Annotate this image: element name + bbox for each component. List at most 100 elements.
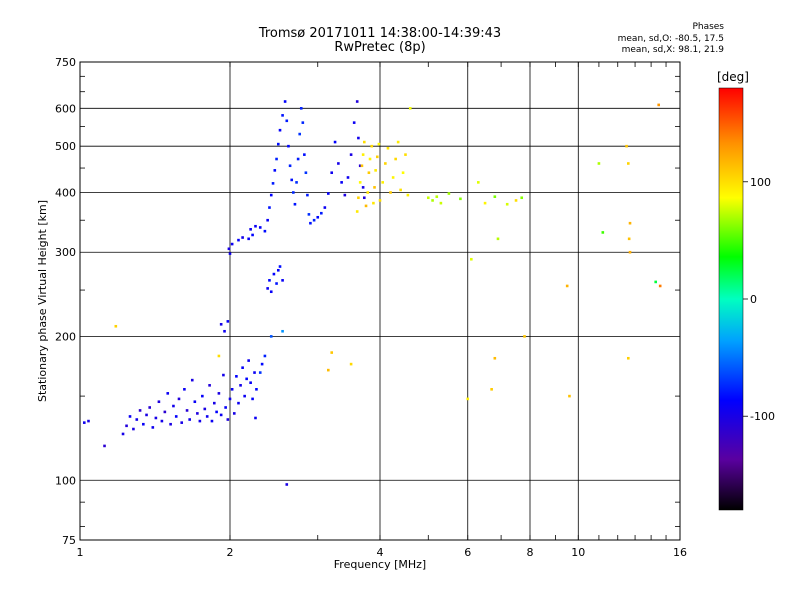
echo-point <box>358 181 362 184</box>
echo-point <box>185 409 189 412</box>
echo-point <box>114 324 118 328</box>
echo-point <box>654 280 657 284</box>
echo-point <box>172 404 175 408</box>
echo-point <box>272 272 276 276</box>
echo-point <box>258 226 262 229</box>
echo-point <box>431 199 434 202</box>
y-tick-label: 100 <box>55 474 76 487</box>
echo-point <box>227 247 231 251</box>
echo-point <box>378 199 382 202</box>
echo-point <box>142 422 145 426</box>
echo-point <box>219 322 223 326</box>
echo-point <box>275 157 278 161</box>
y-tick-label: 600 <box>55 102 76 115</box>
echo-point <box>327 192 330 195</box>
echo-point <box>266 218 269 222</box>
echo-point <box>215 410 218 414</box>
echo-point <box>198 419 202 423</box>
y-tick-label: 75 <box>62 534 76 547</box>
echo-point <box>389 191 392 194</box>
echo-point <box>312 218 316 222</box>
echo-point <box>287 144 290 148</box>
echo-point <box>245 377 248 381</box>
echo-point <box>466 397 470 401</box>
echo-point <box>404 153 407 156</box>
echo-point <box>260 362 264 366</box>
x-tick-label: 6 <box>464 546 471 559</box>
echo-point <box>228 252 232 255</box>
echo-point <box>301 121 305 124</box>
y-tick-label: 200 <box>55 330 76 343</box>
echo-point <box>352 121 356 124</box>
echo-point <box>490 388 493 391</box>
echo-point <box>627 162 630 165</box>
echo-point <box>372 201 375 205</box>
echo-point <box>343 193 347 197</box>
echo-point <box>128 415 132 418</box>
echo-point <box>493 195 497 198</box>
echo-point <box>355 100 359 103</box>
echo-point <box>292 191 295 194</box>
echo-point <box>251 233 254 237</box>
y-axis-label: Stationary phase Virtual Height [km] <box>36 200 49 402</box>
echo-point <box>269 290 273 294</box>
echo-point <box>160 419 164 423</box>
y-tick-label: 300 <box>55 246 76 259</box>
echo-point <box>366 191 370 194</box>
x-tick-label: 16 <box>673 546 687 559</box>
echo-point <box>103 444 106 448</box>
echo-point <box>268 279 271 282</box>
echo-point <box>230 242 234 246</box>
echo-point <box>219 413 223 417</box>
echo-point <box>439 201 443 205</box>
echo-point <box>399 188 402 192</box>
echo-point <box>125 424 128 428</box>
echo-point <box>523 335 526 338</box>
echo-point <box>166 392 170 395</box>
echo-point <box>349 153 353 156</box>
echo-point <box>135 418 139 421</box>
echo-point <box>203 407 207 411</box>
echo-point <box>309 221 312 225</box>
y-tick-label: 400 <box>55 186 76 199</box>
echo-point <box>375 155 379 159</box>
echo-point <box>370 144 374 148</box>
echo-point <box>320 211 323 215</box>
echo-point <box>228 397 232 401</box>
echo-point <box>237 238 240 242</box>
echo-point <box>263 229 267 233</box>
echo-point <box>241 236 244 239</box>
echo-point <box>278 265 282 268</box>
echo-point <box>268 206 271 209</box>
echo-point <box>212 401 216 405</box>
echo-point <box>235 375 238 378</box>
echo-point <box>627 237 631 241</box>
echo-point <box>364 204 368 208</box>
echo-point <box>306 193 309 197</box>
echo-point <box>628 221 632 225</box>
echo-point <box>316 215 320 219</box>
x-axis-ticks: 1 2 4 6 8 10 16 <box>77 62 687 559</box>
echo-point <box>565 284 569 288</box>
echo-point <box>247 237 250 241</box>
echo-point <box>247 359 250 362</box>
echo-point <box>251 397 254 401</box>
stats-line-o: mean, sd,O: -80.5, 17.5 <box>617 34 724 44</box>
echo-point <box>299 107 303 110</box>
colorbar-tick-label: 0 <box>750 293 757 306</box>
echo-point <box>307 213 311 216</box>
y-axis-ticks: 75 100 200 300 400 500 600 750 <box>55 56 680 547</box>
echo-point <box>254 224 257 228</box>
echo-point <box>377 142 381 146</box>
echo-point <box>281 329 284 333</box>
echo-point <box>386 146 390 150</box>
echo-point <box>288 164 292 168</box>
echo-point <box>628 250 632 254</box>
echo-point <box>266 287 269 290</box>
echo-point <box>190 378 194 382</box>
echo-point <box>340 181 343 184</box>
x-tick-label: 4 <box>377 546 384 559</box>
echo-point <box>269 193 273 197</box>
echo-point <box>285 119 289 123</box>
data-points <box>82 100 662 486</box>
